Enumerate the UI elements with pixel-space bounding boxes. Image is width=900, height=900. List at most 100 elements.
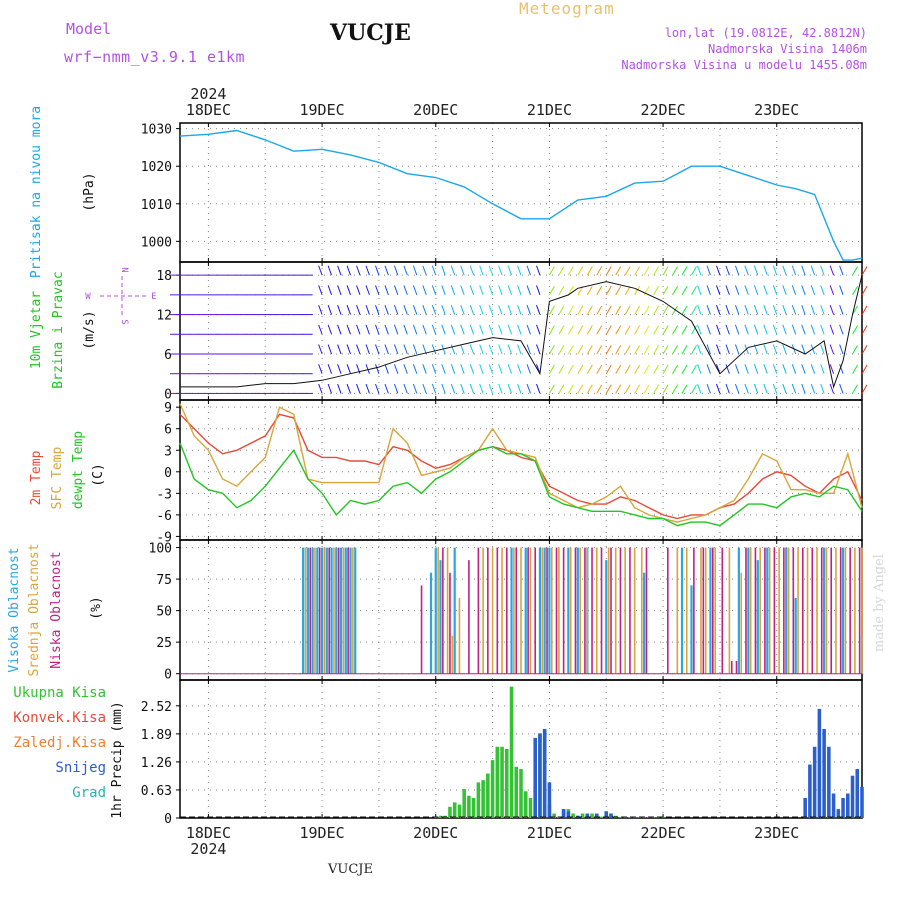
wind-barb [318,305,323,315]
wind-barb [346,265,351,276]
wind-barb [403,364,408,374]
wind-barb [384,364,389,374]
wind-barb [412,285,418,296]
wind-barb [441,324,446,335]
y-tick-label: 0 [164,812,172,827]
wind-barb [643,384,650,394]
wind-barb [567,325,574,335]
wind-barb [643,266,650,276]
wind-barb [753,285,759,296]
wind-barb [558,325,565,335]
wind-barb [672,345,678,355]
wind-barb [517,305,522,315]
wind-barb [479,324,484,335]
wind-barb [384,305,389,315]
wind-barb [820,344,825,355]
wind-barb [706,305,711,315]
date-label-top: 21DEC [527,101,572,119]
wind-barb [375,285,380,296]
wind-barb [558,345,565,355]
wind-barb [337,265,342,276]
wind-barb [536,305,541,315]
wind-barb [839,265,844,276]
wind-barb [375,364,380,374]
wind-barb [782,285,787,296]
wind-barb [507,265,512,276]
wind-barb [422,285,427,296]
altitude-label: Nadmorska Visina 1406m [708,42,867,56]
wind-barb [706,265,711,276]
wind-barb [753,324,759,335]
wind-barb [422,364,427,374]
y-tick-label: 9 [164,401,172,416]
wind-barb [507,383,512,394]
wind-barb [801,285,806,296]
wind-barb [624,266,631,276]
wind-barb [615,364,622,374]
temp-unit-label: (C) [91,463,106,486]
wind-barb [337,344,342,355]
wind-barb [393,305,399,315]
wind-barb [488,324,494,335]
wind-barb [716,305,721,315]
wind-barb [605,266,612,276]
wind-barb [839,383,844,394]
date-label-bottom: 22DEC [641,824,686,842]
wind-barb [716,265,721,276]
wind-barb [558,384,565,394]
wind-barb [672,266,678,276]
precip-legend-4: Grad [72,785,106,801]
year-label-bottom: 2024 [190,840,226,858]
y-tick-label: -9 [156,530,172,545]
y-tick-label: 1020 [141,160,172,175]
precip-bar [628,817,632,818]
wind-barb [441,285,446,296]
precip-bar [533,737,537,818]
wind-barb [716,285,721,296]
wind-barb [681,364,688,374]
y-tick-label: 1000 [141,235,172,250]
wind-barb [681,345,688,355]
wind-barb [498,285,503,296]
wind-barb [605,285,612,296]
y-tick-label: 6 [164,348,172,363]
wind-barb [605,305,612,315]
wind-barb [393,364,399,374]
wind-barb [431,324,437,335]
wind-barb [672,364,678,374]
wind-barb [691,305,697,315]
wind-barb [558,364,565,374]
wind-barb [479,364,484,374]
wind-barb [763,344,768,355]
wind-barb [634,325,641,335]
wind-barb [772,305,778,315]
year-label-top: 2024 [190,85,226,103]
precip-bar [500,746,504,818]
cloud-label-high: Visoka Oblacnost [7,547,22,672]
wind-barbs [170,265,868,394]
wind-barb [577,364,584,374]
wind-barb [801,383,806,394]
wind-barb [801,364,806,374]
wind-barb [393,285,399,296]
wind-barb [365,324,370,335]
wind-barb [460,364,465,374]
precip-bar [803,797,807,818]
wind-barb [327,265,333,276]
wind-barb [536,285,541,296]
wind-barb [469,305,475,315]
wind-barb [861,345,868,355]
wind-barb [517,364,522,374]
y-tick-label: 1030 [141,123,172,138]
compass-e: E [151,292,156,302]
wind-barb [412,305,418,315]
wind-barb [852,266,858,276]
wind-barb [548,384,555,394]
precip-bar [486,773,490,818]
wind-barb [791,305,797,315]
wind-barb [615,345,622,355]
cloud-unit-label: (%) [89,596,104,619]
wind-barb [327,364,333,374]
wind-barb [744,265,749,276]
wind-barb [517,383,522,394]
